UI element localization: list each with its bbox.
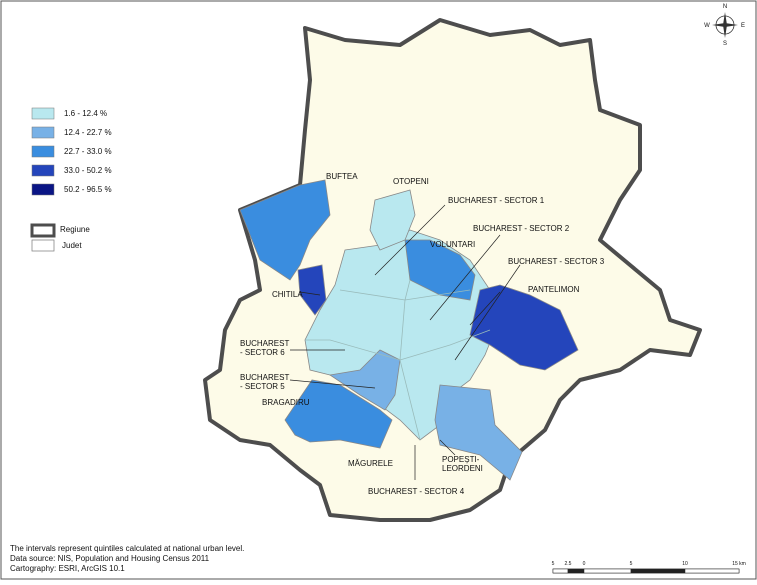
note: Cartography: ESRI, ArcGIS 10.1 [10, 564, 125, 573]
legend-label: Regiune [60, 225, 90, 234]
scale-segment [567, 568, 585, 574]
map-shapes [203, 18, 702, 522]
place-label: BUCHAREST - SECTOR 1 [448, 196, 545, 205]
compass-label: E [741, 23, 745, 29]
place-label: BUCHAREST [240, 373, 289, 382]
place-label: OTOPENI [393, 177, 429, 186]
sector-5 [328, 349, 401, 411]
bragadiru-magurele [284, 379, 393, 449]
chitila [297, 264, 327, 316]
legend-label: Judet [62, 241, 82, 250]
legend: Regiune Judet 1.6 - 12.4 % 12.4 - 22.7 % 2… [30, 107, 112, 252]
compass-rose [712, 12, 738, 38]
scale-label: 2.5 [565, 561, 572, 567]
compass-label: N [723, 4, 727, 10]
scale-label: 0 [583, 561, 586, 567]
sector-lines [305, 279, 491, 441]
scale-segment [630, 568, 686, 574]
place-label: POPEȘTI- [442, 455, 480, 464]
pantelimon [469, 284, 579, 371]
legend-swatch [30, 223, 56, 238]
place-label: - SECTOR 5 [240, 382, 285, 391]
legend-label: 50.2 - 96.5 % [64, 185, 112, 194]
scale-segment [583, 568, 632, 574]
place-label: BUCHAREST - SECTOR 4 [368, 487, 465, 496]
legend-swatch [31, 239, 55, 252]
scale-label: 5 [552, 561, 555, 567]
place-label: MĂGURELE [348, 459, 393, 468]
legend-label: 33.0 - 50.2 % [64, 166, 112, 175]
scale-label: 10 [682, 561, 688, 567]
legend-label: 12.4 - 22.7 % [64, 128, 112, 137]
voluntari [404, 239, 476, 301]
place-label: BUCHAREST - SECTOR 2 [473, 224, 570, 233]
labels: BUFTEA OTOPENI BUCHAREST - SECTOR 1 BUCH… [240, 172, 605, 496]
legend-swatch [31, 183, 55, 196]
place-label: LEORDENI [442, 464, 483, 473]
scale-label: 15 km [732, 561, 746, 567]
legend-swatch [31, 126, 55, 139]
compass: N S E W [704, 4, 745, 47]
scale-segment [684, 568, 740, 574]
legend-swatch [31, 164, 55, 177]
place-label: VOLUNTARI [430, 240, 475, 249]
place-label: BUCHAREST [240, 339, 289, 348]
notes: The intervals represent quintiles calcul… [10, 544, 244, 573]
leader-lines [289, 204, 521, 480]
legend-swatch [31, 145, 55, 158]
scale-segment [552, 568, 569, 574]
popesti-leordeni [434, 384, 523, 481]
legend-label: 22.7 - 33.0 % [64, 147, 112, 156]
place-label: CHITILA [272, 290, 303, 299]
place-label: BUCHAREST - SECTOR 3 [508, 257, 605, 266]
note: Data source: NIS, Population and Housing… [10, 554, 210, 563]
note: The intervals represent quintiles calcul… [10, 544, 244, 553]
place-label: BRAGADIRU [262, 398, 310, 407]
place-label: BUFTEA [326, 172, 358, 181]
compass-label: W [704, 23, 710, 29]
scale-label: 5 [630, 561, 633, 567]
legend-label: 1.6 - 12.4 % [64, 109, 107, 118]
compass-label: S [723, 41, 727, 47]
legend-swatch [31, 107, 55, 120]
scale-bar: 5 2.5 0 5 10 15 km [552, 561, 746, 574]
buftea [239, 179, 331, 281]
place-label: PANTELIMON [528, 285, 580, 294]
place-label: - SECTOR 6 [240, 348, 285, 357]
